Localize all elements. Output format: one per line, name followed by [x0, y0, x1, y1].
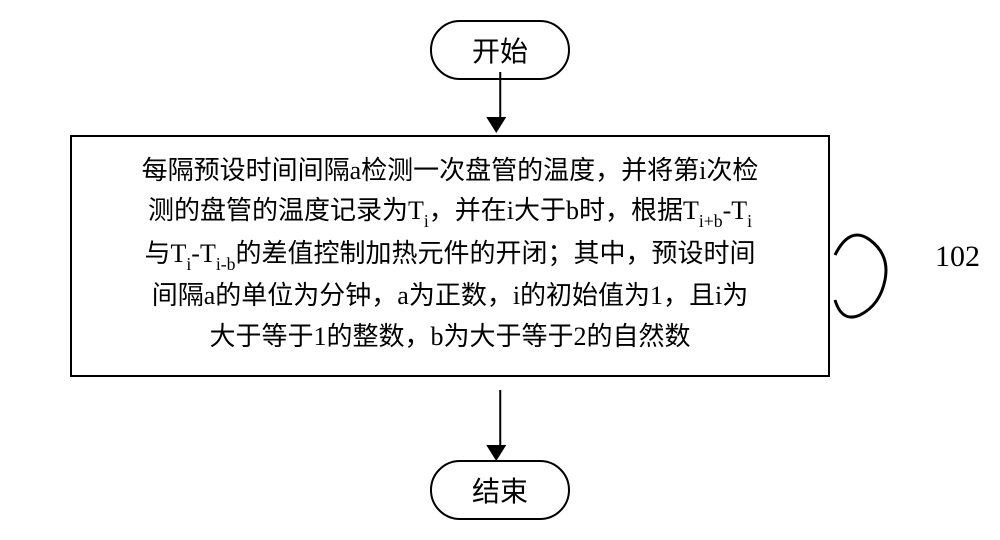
reference-label: 102 — [935, 240, 980, 274]
flowchart-container: 开始 每隔预设时间间隔a检测一次盘管的温度，并将第i次检 测的盘管的温度记录为T… — [20, 20, 980, 520]
start-node: 开始 — [430, 20, 570, 80]
process-node: 每隔预设时间间隔a检测一次盘管的温度，并将第i次检 测的盘管的温度记录为Ti，并… — [70, 135, 830, 377]
reference-brace — [830, 220, 910, 335]
end-label: 结束 — [472, 477, 528, 508]
arrow-process-to-end — [494, 390, 506, 461]
arrow-start-to-process — [494, 72, 506, 133]
process-line-2: 测的盘管的温度记录为Ti，并在i大于b时，根据Ti+b-Ti — [92, 191, 808, 234]
process-line-1: 每隔预设时间间隔a检测一次盘管的温度，并将第i次检 — [92, 151, 808, 191]
process-line-4: 间隔a的单位为分钟，a为正数，i的初始值为1，且i为 — [92, 276, 808, 316]
start-label: 开始 — [472, 37, 528, 68]
process-line-3: 与Ti-Ti-b的差值控制加热元件的开闭；其中，预设时间 — [92, 234, 808, 277]
end-node: 结束 — [430, 460, 570, 520]
process-line-5: 大于等于1的整数，b为大于等于2的自然数 — [92, 317, 808, 357]
